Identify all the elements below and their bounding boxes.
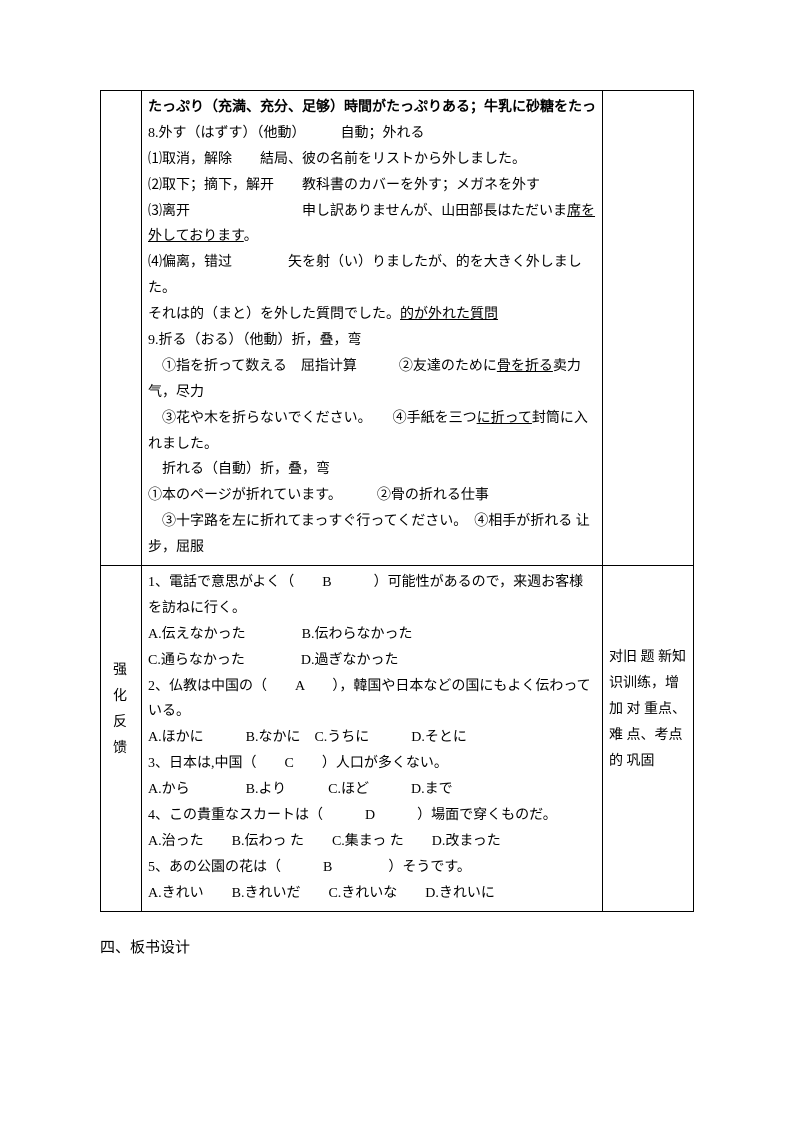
options: A.治った B.伝わっ た C.集まっ た D.改まった [148,829,596,855]
row1-label [101,91,142,566]
line: ③十字路を左に折れてまっすぐ行ってください。 ④相手が折れる 让步，屈服 [148,509,596,561]
options: A.伝えなかった B.伝わらなかった [148,622,596,648]
line: ⑷偏离，错过 矢を射（い）りましたが、的を大きく外しました。 [148,250,596,302]
line: たっぷり（充満、充分、足够）時間がたっぷりある；牛乳に砂糖をたっ [148,95,596,121]
options: A.ほかに B.なかに C.うちに D.そとに [148,725,596,751]
line: ⑶离开 申し訳ありませんが、山田部長はただいま席を外しております。 [148,199,596,251]
line: ①本のページが折れています。 ②骨の折れる仕事 [148,483,596,509]
options: A.きれい B.きれいだ C.きれいな D.きれいに [148,881,596,907]
question: 1、電話で意思がよく（ B ）可能性があるので，来週お客様を訪ねに行く。 [148,570,596,622]
question: 2、仏教は中国の（ A ），韓国や日本などの国にもよく伝わっている。 [148,674,596,726]
row1-content: たっぷり（充満、充分、足够）時間がたっぷりある；牛乳に砂糖をたっ 8.外す（はず… [142,91,603,566]
table-row: たっぷり（充満、充分、足够）時間がたっぷりある；牛乳に砂糖をたっ 8.外す（はず… [101,91,694,566]
line: 折れる（自動）折，叠，弯 [148,457,596,483]
line: ①指を折って数える 屈指计算 ②友達のために骨を折る卖力气，尽力 [148,354,596,406]
table-row: 强化反馈 1、電話で意思がよく（ B ）可能性があるので，来週お客様を訪ねに行く… [101,566,694,912]
row2-content: 1、電話で意思がよく（ B ）可能性があるので，来週お客様を訪ねに行く。 A.伝… [142,566,603,912]
row2-notes: 对旧 题 新知识训练，增加 对 重点、难 点、考点 的 巩固 [603,566,694,912]
row2-label: 强化反馈 [101,566,142,912]
question: 3、日本は,中国（ C ）人口が多くない。 [148,751,596,777]
line: それは的（まと）を外した質問でした。的が外れた質問 [148,302,596,328]
lesson-table: たっぷり（充満、充分、足够）時間がたっぷりある；牛乳に砂糖をたっ 8.外す（はず… [100,90,694,912]
section-heading: 四、板书设计 [100,936,694,957]
options: C.通らなかった D.過ぎなかった [148,648,596,674]
row1-notes [603,91,694,566]
line: 8.外す（はずす）（他動） 自動；外れる [148,121,596,147]
line: 9.折る（おる）（他動）折，叠，弯 [148,328,596,354]
line: ③花や木を折らないでください。 ④手紙を三つに折って封筒に入れました。 [148,406,596,458]
options: A.から B.より C.ほど D.まで [148,777,596,803]
line: ⑵取下；摘下，解开 教科書のカバーを外す；メガネを外す [148,173,596,199]
line: ⑴取消，解除 結局、彼の名前をリストから外しました。 [148,147,596,173]
question: 5、あの公園の花は（ B ）そうです。 [148,855,596,881]
question: 4、この貴重なスカートは（ D ）場面で穿くものだ。 [148,803,596,829]
